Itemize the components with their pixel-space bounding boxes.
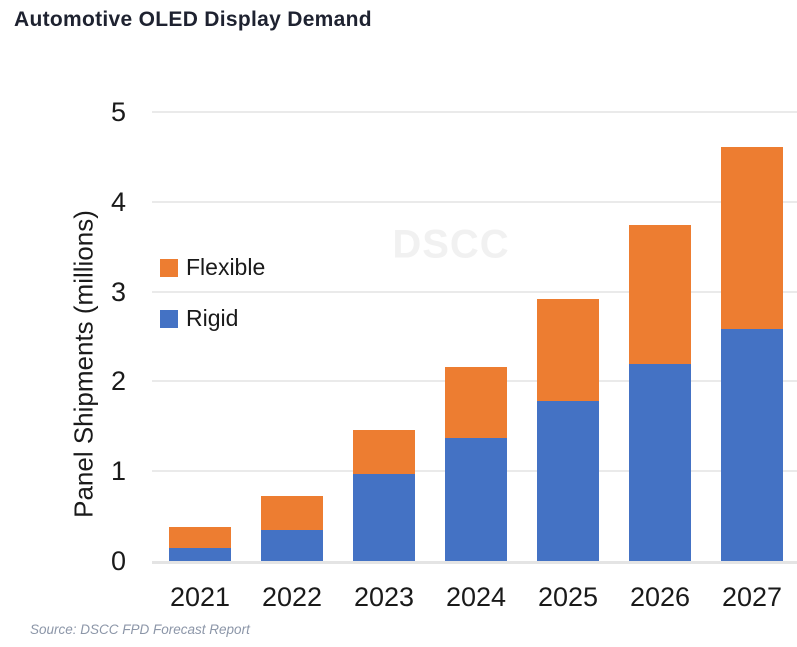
x-tick-label-2024: 2024 [445, 582, 507, 612]
bar-flexible-2025 [537, 298, 599, 402]
bar-rigid-2025 [537, 401, 599, 561]
bar-flexible-2023 [353, 429, 415, 474]
bar-flexible-2021 [169, 526, 231, 548]
x-tick-label-2026: 2026 [629, 582, 691, 612]
x-tick-label-2022: 2022 [261, 582, 323, 612]
bar-flexible-2026 [629, 225, 691, 365]
bar-rigid-2024 [445, 437, 507, 561]
y-axis-title: Panel Shipments (millions) [68, 210, 99, 518]
bar-rigid-2026 [629, 364, 691, 561]
y-tick-label-2: 2 [110, 366, 126, 397]
gridline-y3 [152, 290, 797, 293]
bar-rigid-2023 [353, 473, 415, 561]
gridline-y4 [152, 200, 797, 203]
dscc-watermark: DSCC [392, 222, 510, 267]
flexible-color-swatch [160, 258, 178, 277]
bar-rigid-2027 [721, 329, 783, 561]
bar-flexible-2022 [261, 496, 323, 530]
x-tick-label-2023: 2023 [353, 582, 415, 612]
bar-flexible-2024 [445, 367, 507, 438]
plot-area: DSCC Flexible Rigid [152, 111, 797, 564]
legend-label-flexible: Flexible [186, 254, 266, 280]
bar-rigid-2022 [261, 529, 323, 561]
x-tick-label-2027: 2027 [721, 582, 783, 612]
bar-flexible-2027 [721, 147, 783, 330]
legend-label-rigid: Rigid [186, 305, 239, 331]
y-tick-label-3: 3 [110, 276, 126, 307]
chart-title: Automotive OLED Display Demand [14, 8, 372, 31]
x-tick-label-2025: 2025 [537, 582, 599, 612]
rigid-color-swatch [160, 309, 178, 328]
bar-rigid-2021 [169, 547, 231, 561]
y-tick-label-0: 0 [110, 546, 126, 576]
source-attribution: Source: DSCC FPD Forecast Report [30, 622, 250, 637]
x-tick-label-2021: 2021 [169, 582, 231, 612]
gridline-y5 [152, 111, 797, 113]
legend-item-flexible: Flexible [160, 254, 265, 281]
y-tick-label-4: 4 [110, 186, 126, 217]
y-tick-label-5: 5 [110, 97, 126, 127]
x-axis-line [152, 561, 797, 564]
legend-item-rigid: Rigid [160, 305, 238, 332]
y-tick-label-1: 1 [110, 456, 126, 487]
